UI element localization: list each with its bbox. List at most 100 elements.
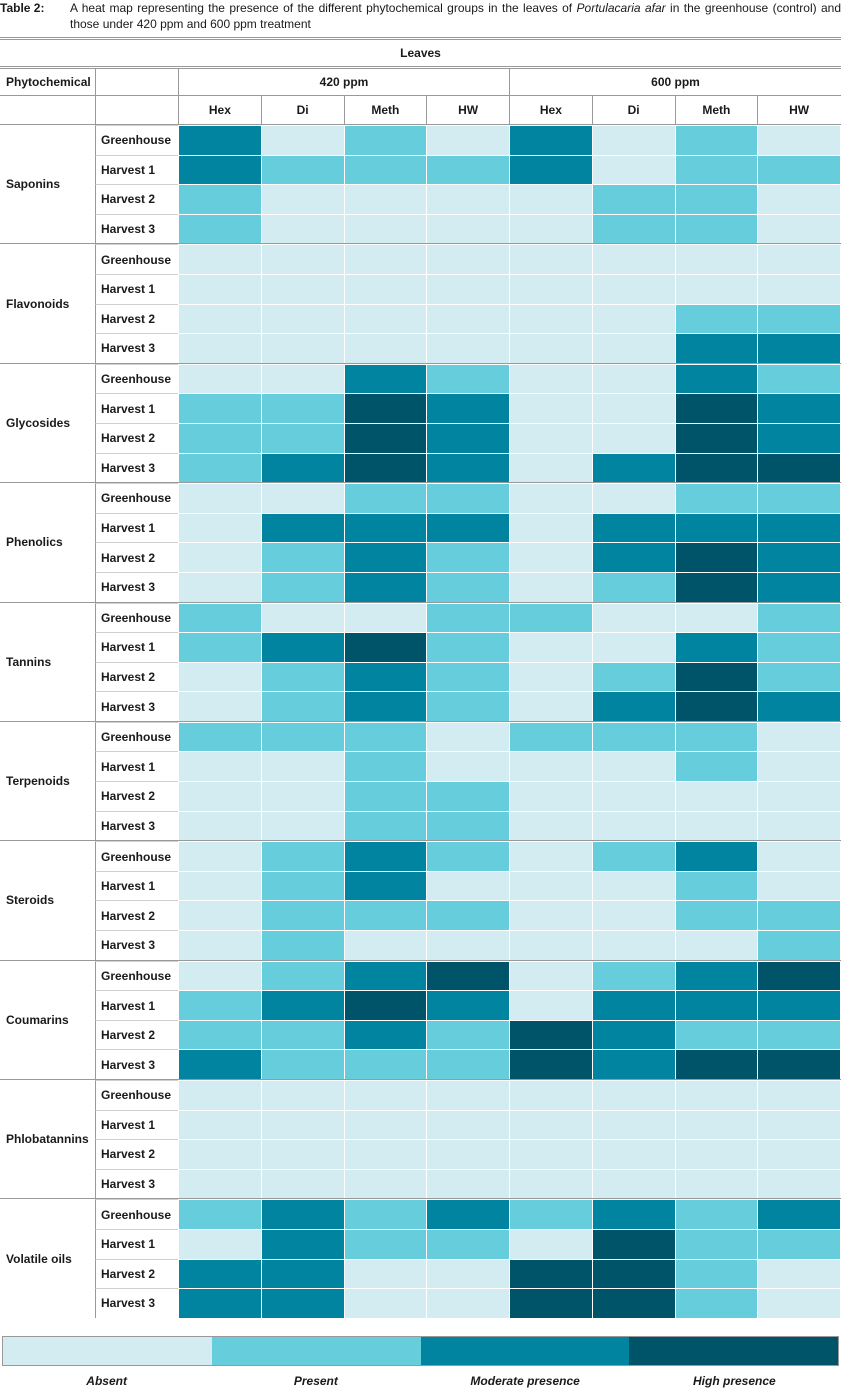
heatmap-cell [509,1109,592,1140]
stage-label: Harvest 3 [95,1168,178,1199]
stage-label: Harvest 3 [95,930,178,960]
heatmap-cell [426,1258,509,1289]
heatmap-cell [509,870,592,901]
group-label: Phenolics [6,535,63,550]
legend-label-moderate: Moderate presence [470,1374,580,1388]
stage-label: Harvest 1 [95,1109,178,1140]
legend-swatch-absent [3,1337,212,1365]
heatmap-cell [260,602,344,633]
heatmap-cell [757,244,840,274]
stage-label: Harvest 2 [95,542,178,572]
heatmap-row: Harvest 1 [95,990,841,1020]
heatmap-row: Harvest 2 [95,781,841,811]
heatmap-row: Greenhouse [95,960,841,991]
heatmap-cell [757,661,840,692]
stage-label: Harvest 1 [95,393,178,423]
heatmap-cell [509,363,592,394]
heatmap-cell [426,154,509,185]
heatmap-cell [260,154,344,185]
heatmap-row: Harvest 1 [95,632,841,662]
heatmap-cell [509,244,592,274]
heatmap-cell [178,990,261,1020]
group-label: Coumarins [6,1012,69,1027]
heatmap-cell [260,1109,344,1140]
legend-bar [2,1336,839,1366]
heatmap-cell [260,244,344,274]
heatmap-cell [674,542,758,572]
heatmap-row: Harvest 2 [95,184,841,214]
heatmap-cell [178,1228,261,1259]
heatmap-cell [260,841,344,871]
heatmap-cell [509,1168,592,1199]
heatmap-cell [509,1139,592,1169]
heatmap-cell [674,125,758,155]
table-caption: Table 2: A heat map representing the pre… [0,0,841,36]
heatmap-cell [674,810,758,841]
heatmap-cell [757,363,840,394]
heatmap-cell [674,1228,758,1259]
heatmap-cell [757,571,840,602]
stage-label: Harvest 2 [95,422,178,453]
heatmap-cell [591,1288,675,1318]
heatmap-cell [509,632,592,662]
heatmap-cell [509,960,592,991]
group-label: Steroids [6,893,55,908]
col-header: HW [426,96,509,124]
heatmap-cell [260,930,344,960]
phytochemical-group: Phenolics Greenhouse Harvest 1 Harvest 2 Har… [0,482,841,602]
heatmap-cell [757,721,840,752]
heatmap-row: Harvest 3 [95,1288,841,1318]
heatmap-row: Greenhouse [95,125,841,155]
group-label: Glycosides [6,415,71,430]
heatmap-cell [426,542,509,572]
heatmap-cell [509,125,592,155]
heatmap-cell [757,870,840,901]
heatmap-cell [674,512,758,543]
heatmap-cell [757,691,840,721]
heatmap-cell [260,303,344,334]
heatmap-cell [260,1228,344,1259]
heatmap-cell [260,691,344,721]
heatmap-cell [757,125,840,155]
heatmap-row: Harvest 2 [95,422,841,453]
heatmap-cell [260,213,344,244]
group-label: Terpenoids [6,774,70,789]
heatmap-cell [178,452,261,483]
heatmap-cell [674,1109,758,1140]
heatmap-cell [509,930,592,960]
heatmap-cell [260,571,344,602]
phytochemical-group: Glycosides Greenhouse Harvest 1 Harvest 2 Ha… [0,362,841,483]
heatmap-cell [509,273,592,304]
col-header: Hex [509,96,592,124]
heatmap-cell [343,900,427,931]
heatmap-cell [591,781,675,811]
heatmap-row: Harvest 2 [95,542,841,572]
phytochemical-group: Steroids Greenhouse Harvest 1 Harvest 2 Harv… [0,840,841,960]
heatmap-cell [343,422,427,453]
heatmap-cell [674,1288,758,1318]
heatmap-cell [343,244,427,274]
heatmap-cell [591,154,675,185]
heatmap-cell [509,184,592,214]
heatmap-cell [426,1080,509,1110]
heatmap-cell [260,483,344,513]
heatmap-cell [591,512,675,543]
heatmap-row: Greenhouse [95,483,841,513]
heatmap-cell [757,393,840,423]
heatmap-cell [757,1258,840,1289]
stage-label: Harvest 1 [95,273,178,304]
heatmap-cell [757,1049,840,1079]
treatment-header-row: Phytochemical 420 ppm 600 ppm [0,66,841,95]
heatmap-cell [757,452,840,483]
heatmap-cell [343,393,427,423]
heatmap-cell [260,990,344,1020]
treatment-420-header: 420 ppm [178,69,509,95]
stage-label: Harvest 3 [95,571,178,602]
heatmap-row: Harvest 1 [95,1109,841,1140]
heatmap-cell [757,1109,840,1140]
heatmap-cell [426,1288,509,1318]
heatmap-cell [757,213,840,244]
caption-text: A heat map representing the presence of … [70,0,841,36]
heatmap-cell [426,632,509,662]
heatmap-cell [178,960,261,991]
